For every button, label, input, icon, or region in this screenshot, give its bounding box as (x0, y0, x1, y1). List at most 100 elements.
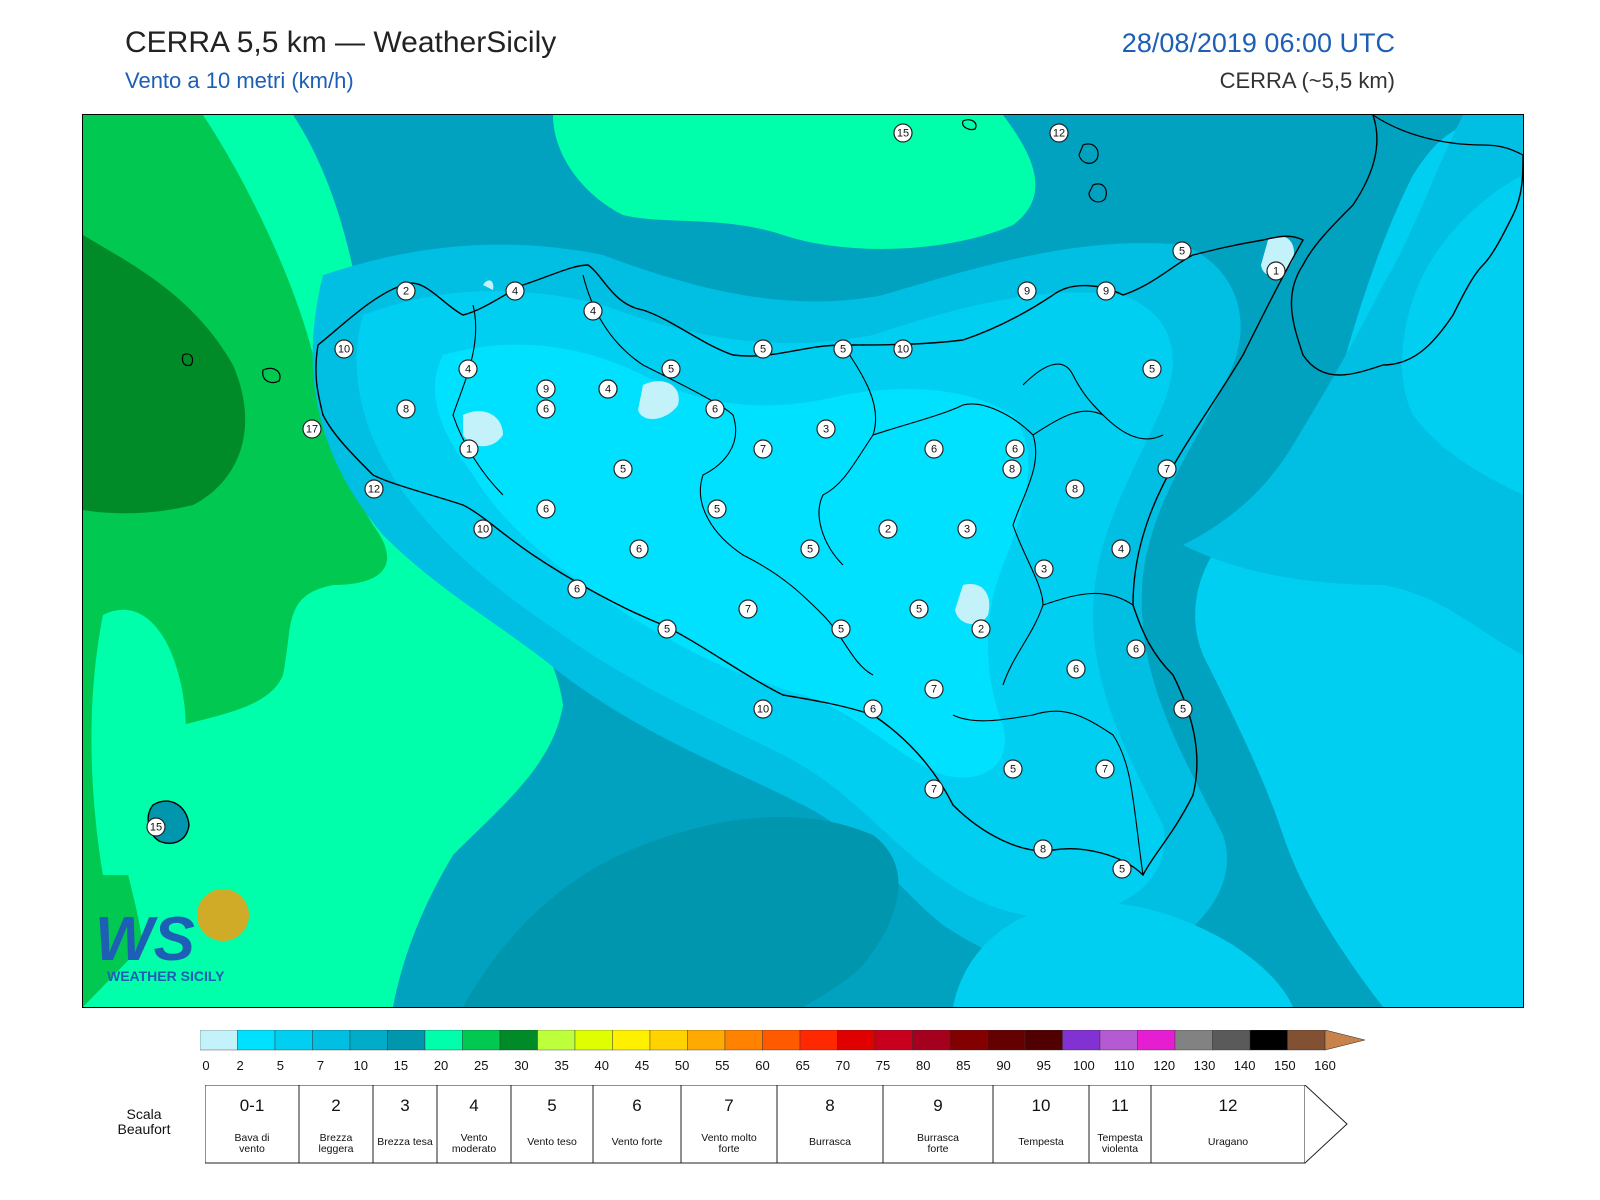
station-circle (396, 281, 416, 301)
station-value: 5 (620, 464, 626, 476)
field-2-5-land (434, 344, 1029, 778)
station-circle (459, 439, 479, 459)
colorbar-tick-label: 0 (202, 1058, 209, 1073)
station-circle (396, 399, 416, 419)
colorbar-cell (912, 1029, 951, 1051)
colorbar-cell (1062, 1029, 1101, 1051)
station-marker: 5 (657, 619, 677, 639)
station-circle (661, 359, 681, 379)
colorbar-cell (1287, 1029, 1326, 1051)
colorbar-cell (462, 1029, 501, 1051)
colorbar-cell (274, 1029, 313, 1051)
station-marker: 7 (1157, 459, 1177, 479)
beaufort-number: 4 (469, 1096, 478, 1115)
station-marker: 7 (1095, 759, 1115, 779)
station-circle (1034, 559, 1054, 579)
beaufort-description: vento (239, 1143, 265, 1155)
station-circle (1017, 281, 1037, 301)
beaufort-number: 2 (331, 1096, 340, 1115)
station-value: 5 (916, 604, 922, 616)
station-marker: 7 (924, 779, 944, 799)
province-border-3 (818, 344, 877, 566)
island-aeolian-1 (962, 119, 977, 131)
station-markers: 1512512441099455109655864667361715887125… (146, 123, 1286, 879)
calabria-coastline (1290, 115, 1523, 376)
station-marker: 5 (1172, 241, 1192, 261)
station-circle (738, 599, 758, 619)
colorbar-tick-label: 10 (353, 1058, 367, 1073)
station-circle (753, 339, 773, 359)
station-marker: 6 (1005, 439, 1025, 459)
model-name: CERRA (~5,5 km) (1219, 68, 1395, 93)
station-circle (1157, 459, 1177, 479)
station-value: 3 (964, 524, 970, 536)
station-circle (1126, 639, 1146, 659)
station-marker: 9 (1096, 281, 1116, 301)
beaufort-description: Vento (461, 1132, 488, 1144)
colorbar-cell (949, 1029, 988, 1051)
station-marker: 5 (909, 599, 929, 619)
beaufort-number: 12 (1219, 1096, 1238, 1115)
beaufort-description: Uragano (1208, 1136, 1248, 1148)
beaufort-arrow (1304, 1084, 1348, 1164)
station-circle (800, 539, 820, 559)
beaufort-number: 7 (724, 1096, 733, 1115)
station-value: 7 (931, 784, 937, 796)
station-value: 6 (636, 544, 642, 556)
colorbar-tick-label: 25 (474, 1058, 488, 1073)
beaufort-description: Vento molto (701, 1132, 757, 1144)
station-marker: 5 (1173, 699, 1193, 719)
station-value: 4 (512, 286, 518, 298)
station-marker: 15 (146, 817, 166, 837)
beaufort-cell (680, 1084, 778, 1164)
beaufort-description: Vento teso (527, 1136, 577, 1148)
station-circle (1142, 359, 1162, 379)
station-value: 5 (840, 344, 846, 356)
station-marker: 4 (505, 281, 525, 301)
island-aeolian-3 (1088, 183, 1107, 203)
station-value: 6 (712, 404, 718, 416)
station-marker: 2 (878, 519, 898, 539)
beaufort-cell (592, 1084, 682, 1164)
station-marker: 10 (753, 699, 773, 719)
province-border-8 (952, 710, 1144, 876)
station-marker: 5 (613, 459, 633, 479)
colorbar-cell (237, 1029, 276, 1051)
station-value: 6 (870, 704, 876, 716)
beaufort-description: Tempesta (1018, 1136, 1064, 1148)
forecast-datetime: 28/08/2019 06:00 UTC (1121, 28, 1395, 58)
station-marker: 17 (302, 419, 322, 439)
station-circle (707, 499, 727, 519)
station-marker: 7 (924, 679, 944, 699)
colorbar-tick-label: 30 (514, 1058, 528, 1073)
station-circle (1111, 539, 1131, 559)
station-value: 6 (543, 504, 549, 516)
station-marker: 4 (583, 301, 603, 321)
colorbar-cell (1174, 1029, 1213, 1051)
colorbar-cell (687, 1029, 726, 1051)
station-value: 1 (1273, 266, 1279, 278)
station-marker: 3 (957, 519, 977, 539)
field-15-20-north (553, 115, 1036, 249)
beaufort-description: Burrasca (809, 1136, 851, 1148)
colorbar-tick-label: 75 (876, 1058, 890, 1073)
island-egadi-1 (262, 367, 281, 384)
station-value: 1 (466, 444, 472, 456)
beaufort-description: Vento forte (612, 1136, 663, 1148)
station-circle (1065, 479, 1085, 499)
province-border-6 (1022, 363, 1104, 416)
station-marker: 1 (459, 439, 479, 459)
station-marker: 10 (893, 339, 913, 359)
colorbar-cell (499, 1029, 538, 1051)
colorbar-tick-label: 140 (1234, 1058, 1256, 1073)
station-value: 7 (1164, 464, 1170, 476)
station-value: 6 (543, 404, 549, 416)
colorbar-cell (349, 1029, 388, 1051)
province-border-2 (582, 274, 874, 676)
colorbar-tick-label: 85 (956, 1058, 970, 1073)
colorbar-cell (574, 1029, 613, 1051)
colorbar-cell (1249, 1029, 1288, 1051)
station-circle (536, 499, 556, 519)
field-25-30-west (83, 235, 246, 514)
station-value: 10 (897, 344, 909, 356)
